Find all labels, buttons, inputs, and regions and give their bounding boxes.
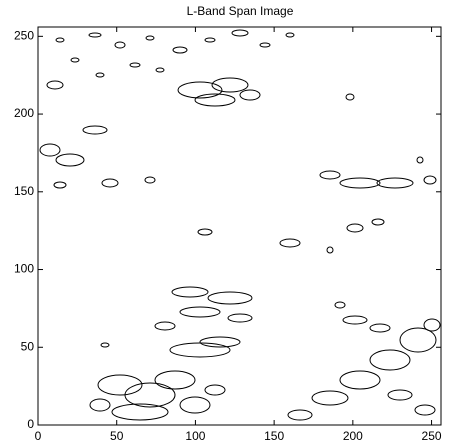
chart-title: L-Band Span Image: [187, 4, 294, 18]
y-tick-label: 200: [14, 106, 34, 120]
y-tick-label: 50: [21, 339, 35, 353]
x-tick-label: 100: [185, 429, 205, 443]
x-tick-label: 50: [110, 429, 124, 443]
y-tick-label: 100: [14, 262, 34, 276]
y-tick-label: 250: [14, 29, 34, 43]
plot-frame: [37, 26, 442, 426]
contour-blobs: [39, 29, 441, 421]
x-tick-label: 200: [343, 429, 363, 443]
x-tick-label: 150: [264, 429, 284, 443]
y-tick-label: 150: [14, 184, 34, 198]
x-tick-label: 250: [422, 429, 442, 443]
x-tick-label: 0: [35, 429, 42, 443]
y-tick-label: 0: [27, 417, 34, 431]
